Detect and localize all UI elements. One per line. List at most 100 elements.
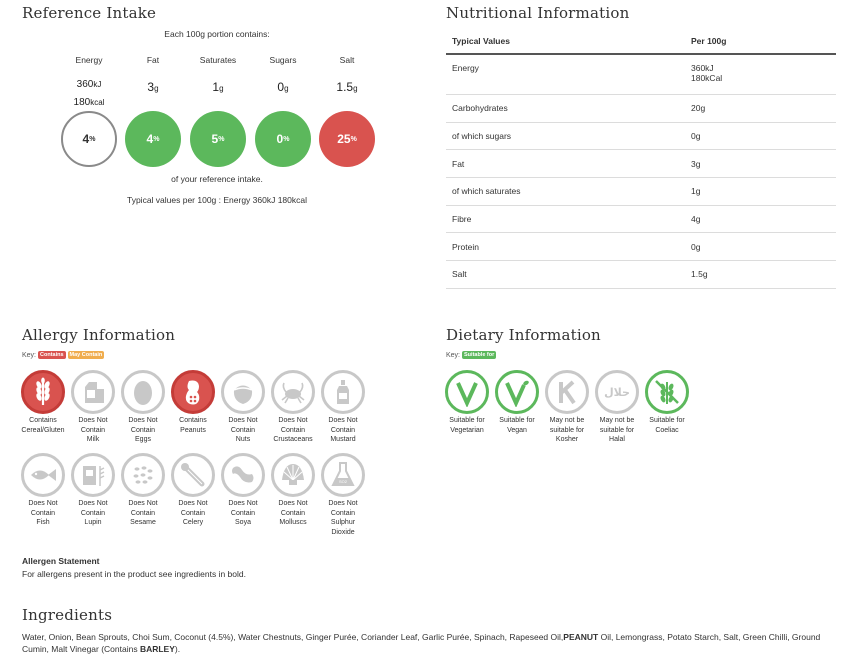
nutrient-name: Fat (452, 158, 465, 169)
diet-coeliac: Suitable for Coeliac (642, 370, 692, 435)
halal-icon: حلال (595, 370, 639, 414)
sesame-icon (121, 453, 165, 497)
celery-icon (171, 453, 215, 497)
nutrition-table: Typical Values Per 100g Energy 360kJ 180k… (446, 29, 836, 289)
nutrient-value: 360kJ 180kCal (691, 63, 723, 83)
dietary-key: Key: Suitable for (446, 351, 497, 359)
allergen-cereal-gluten: Contains Cereal/Gluten (18, 370, 68, 435)
ri-label: Saturates (199, 55, 237, 65)
mollusc-icon (271, 453, 315, 497)
ri-amount: 360kJ 180kcal (73, 79, 105, 108)
nutrient-name: of which saturates (452, 186, 521, 197)
allergen-sulphur-dioxide: SO2 Does Not Contain Sulphur Dioxide (318, 453, 368, 537)
ri-salt: Salt 1.5g (317, 55, 377, 97)
allergen-mustard: Does Not Contain Mustard (318, 370, 368, 445)
mustard-icon (321, 370, 365, 414)
nutrient-value: 4g (691, 214, 701, 225)
allergen-eggs: Does Not Contain Eggs (118, 370, 168, 445)
egg-icon (121, 370, 165, 414)
table-row: of which sugars 0g (446, 123, 836, 151)
table-row: Protein 0g (446, 233, 836, 262)
nutrient-name: Fibre (452, 214, 472, 225)
diet-halal: حلال May not be suitable for Halal (592, 370, 642, 445)
svg-text:SO2: SO2 (339, 479, 348, 484)
allergen-molluscs: Does Not Contain Molluscs (268, 453, 318, 528)
nutrient-value: 0g (691, 241, 701, 252)
ri-amount: 1g (212, 80, 224, 94)
ri-label: Salt (339, 55, 355, 65)
ri-label: Energy (75, 55, 103, 65)
nutritional-info-title: Nutritional Information (446, 4, 630, 22)
kosher-k-icon (545, 370, 589, 414)
svg-text:حلال: حلال (604, 386, 630, 399)
column-header: Typical Values (452, 36, 510, 46)
ingredients-list: Water, Onion, Bean Sprouts, Choi Sum, Co… (22, 632, 821, 654)
reference-intake-subtitle: Each 100g portion contains: (164, 29, 270, 39)
vegan-v-icon (495, 370, 539, 414)
ri-saturates: Saturates 1g (188, 55, 248, 97)
ri-typical-values: Typical values per 100g : Energy 360kJ 1… (126, 195, 308, 205)
sulphur-flask-icon: SO2 (321, 453, 365, 497)
contains-badge: Contains (38, 351, 66, 359)
ingredients-title: Ingredients (22, 606, 113, 624)
diet-kosher: May not be suitable for Kosher (542, 370, 592, 445)
lupin-icon (71, 453, 115, 497)
table-header: Typical Values Per 100g (446, 29, 836, 55)
ri-label: Fat (146, 55, 160, 65)
diet-vegan: Suitable for Vegan (492, 370, 542, 435)
allergen-highlight: BARLEY (139, 644, 175, 654)
nutrient-name: Carbohydrates (452, 103, 508, 114)
vegetarian-v-icon (445, 370, 489, 414)
allergen-nuts: Does Not Contain Nuts (218, 370, 268, 445)
allergen-lupin: Does Not Contain Lupin (68, 453, 118, 528)
ri-energy: Energy 360kJ 180kcal (59, 55, 119, 111)
ri-label: Sugars (269, 55, 297, 65)
nutrient-name: Energy (452, 63, 479, 73)
fish-icon (21, 453, 65, 497)
allergen-milk: Does Not Contain Milk (68, 370, 118, 445)
ri-amount: 3g (147, 80, 159, 94)
crab-icon (271, 370, 315, 414)
nutrient-value: 3g (691, 158, 701, 169)
allergen-highlight: PEANUT (563, 632, 599, 642)
allergen-celery: Does Not Contain Celery (168, 453, 218, 528)
nutrient-value: 1g (691, 186, 701, 197)
soya-icon (221, 453, 265, 497)
coeliac-icon (645, 370, 689, 414)
table-row: Fibre 4g (446, 206, 836, 234)
nutrient-value: 20g (691, 103, 706, 114)
allergen-statement: For allergens present in the product see… (22, 569, 246, 579)
allergen-statement-title: Allergen Statement (22, 556, 100, 566)
table-row: Energy 360kJ 180kCal (446, 55, 836, 95)
diet-vegetarian: Suitable for Vegetarian (442, 370, 492, 435)
allergen-fish: Does Not Contain Fish (18, 453, 68, 528)
table-row: of which saturates 1g (446, 178, 836, 206)
table-row: Salt 1.5g (446, 261, 836, 289)
ri-caption: of your reference intake. (171, 174, 263, 184)
ri-amount: 1.5g (336, 80, 358, 94)
nutrient-name: Protein (452, 241, 479, 252)
ri-fat: Fat 3g (123, 55, 183, 97)
allergen-crustaceans: Does Not Contain Crustaceans (268, 370, 318, 445)
may-contain-badge: May Contain (67, 351, 105, 359)
ri-energy-percent-circle: 4% (61, 111, 117, 167)
dietary-info-title: Dietary Information (446, 326, 601, 344)
table-row: Fat 3g (446, 150, 836, 179)
ri-saturates-percent-circle: 5% (190, 111, 246, 167)
ri-sugars: Sugars 0g (253, 55, 313, 97)
ri-amount: 0g (277, 80, 289, 94)
nut-icon (221, 370, 265, 414)
column-header: Per 100g (691, 36, 727, 46)
reference-intake-title: Reference Intake (22, 4, 157, 22)
allergy-info-title: Allergy Information (22, 326, 176, 344)
allergen-peanuts: Contains Peanuts (168, 370, 218, 435)
allergen-sesame: Does Not Contain Sesame (118, 453, 168, 528)
milk-icon (71, 370, 115, 414)
peanut-icon (171, 370, 215, 414)
allergen-soya: Does Not Contain Soya (218, 453, 268, 528)
table-row: Carbohydrates 20g (446, 95, 836, 123)
nutrient-name: Salt (452, 269, 467, 280)
ri-fat-percent-circle: 4% (125, 111, 181, 167)
suitable-for-badge: Suitable for (462, 351, 497, 359)
nutrient-value: 1.5g (691, 269, 708, 280)
